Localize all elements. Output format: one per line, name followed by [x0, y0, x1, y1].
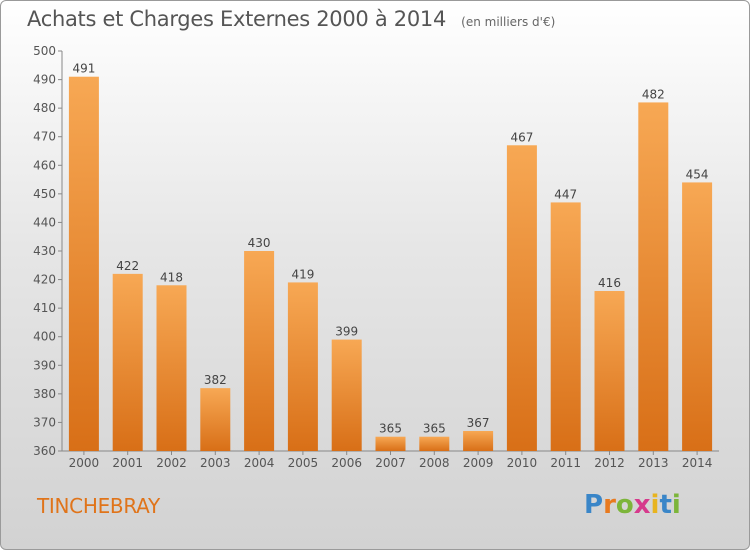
logo-letter: o	[615, 490, 634, 520]
logo-letter: r	[603, 490, 616, 520]
bar	[112, 273, 143, 451]
y-tick-label: 420	[33, 273, 56, 287]
y-tick-label: 490	[33, 73, 56, 87]
data-labels: 491 422 418 382 430 419 399 365 365 367 467 447 416 4…	[72, 62, 708, 436]
bar	[419, 436, 450, 451]
data-label: 454	[686, 167, 709, 181]
y-tick-label: 480	[33, 101, 56, 115]
chart-unit: (en milliers d'€)	[461, 15, 556, 29]
x-tick-label: 2013	[638, 456, 669, 470]
title-block: Achats et Charges Externes 2000 à 2014 (…	[27, 7, 555, 31]
logo-letter: t	[659, 490, 672, 520]
y-tick-label: 450	[33, 187, 56, 201]
data-label: 482	[642, 87, 665, 101]
logo-letter: x	[633, 490, 651, 520]
bar	[200, 388, 231, 451]
y-tick-label: 410	[33, 301, 56, 315]
bar	[463, 431, 494, 451]
bar	[682, 182, 713, 451]
data-label: 418	[160, 270, 183, 284]
x-tick-label: 2009	[463, 456, 494, 470]
bar	[287, 282, 318, 451]
logo-letter: P	[584, 490, 604, 520]
axes: 360 370 380 390 400 410 420 430 440 450 460 470 480 4…	[33, 44, 719, 470]
chart-title: Achats et Charges Externes 2000 à 2014	[27, 7, 447, 31]
logo-letter: i	[671, 490, 681, 520]
x-tick-label: 2007	[375, 456, 406, 470]
data-label: 365	[423, 422, 446, 436]
bar	[594, 291, 625, 451]
x-tick-label: 2011	[550, 456, 581, 470]
data-label: 367	[467, 416, 490, 430]
data-label: 416	[598, 276, 621, 290]
proxiti-logo: Proxiti	[584, 490, 681, 520]
y-tick-label: 440	[33, 215, 56, 229]
bar	[156, 285, 187, 451]
data-label: 419	[291, 267, 314, 281]
data-label: 430	[248, 236, 271, 250]
bar	[244, 251, 275, 451]
x-tick-label: 2012	[594, 456, 625, 470]
data-label: 399	[335, 325, 358, 339]
bar	[68, 76, 99, 451]
data-label: 365	[379, 422, 402, 436]
x-tick-label: 2014	[682, 456, 713, 470]
logo-letter: i	[650, 490, 660, 520]
x-tick-label: 2005	[288, 456, 319, 470]
bar	[506, 145, 537, 452]
y-tick-label: 430	[33, 244, 56, 258]
y-tick-label: 470	[33, 130, 56, 144]
y-tick-label: 360	[33, 444, 56, 458]
y-tick-label: 390	[33, 358, 56, 372]
y-tick-label: 400	[33, 330, 56, 344]
x-tick-label: 2010	[507, 456, 538, 470]
bar	[331, 339, 362, 451]
data-label: 382	[204, 373, 227, 387]
y-tick-label: 380	[33, 387, 56, 401]
x-tick-label: 2006	[331, 456, 362, 470]
bars	[68, 76, 713, 452]
x-tick-label: 2004	[244, 456, 275, 470]
x-tick-label: 2001	[112, 456, 143, 470]
data-label: 467	[510, 130, 533, 144]
x-tick-label: 2002	[156, 456, 187, 470]
place-name: TINCHEBRAY	[37, 494, 160, 518]
bar	[550, 202, 581, 451]
y-tick-label: 370	[33, 415, 56, 429]
bar	[638, 102, 669, 451]
x-tick-label: 2000	[69, 456, 100, 470]
bar	[375, 436, 406, 451]
x-tick-label: 2008	[419, 456, 450, 470]
x-tick-label: 2003	[200, 456, 231, 470]
data-label: 422	[116, 259, 139, 273]
data-label: 491	[72, 62, 95, 76]
y-tick-label: 500	[33, 44, 56, 58]
data-label: 447	[554, 187, 577, 201]
y-tick-label: 460	[33, 158, 56, 172]
